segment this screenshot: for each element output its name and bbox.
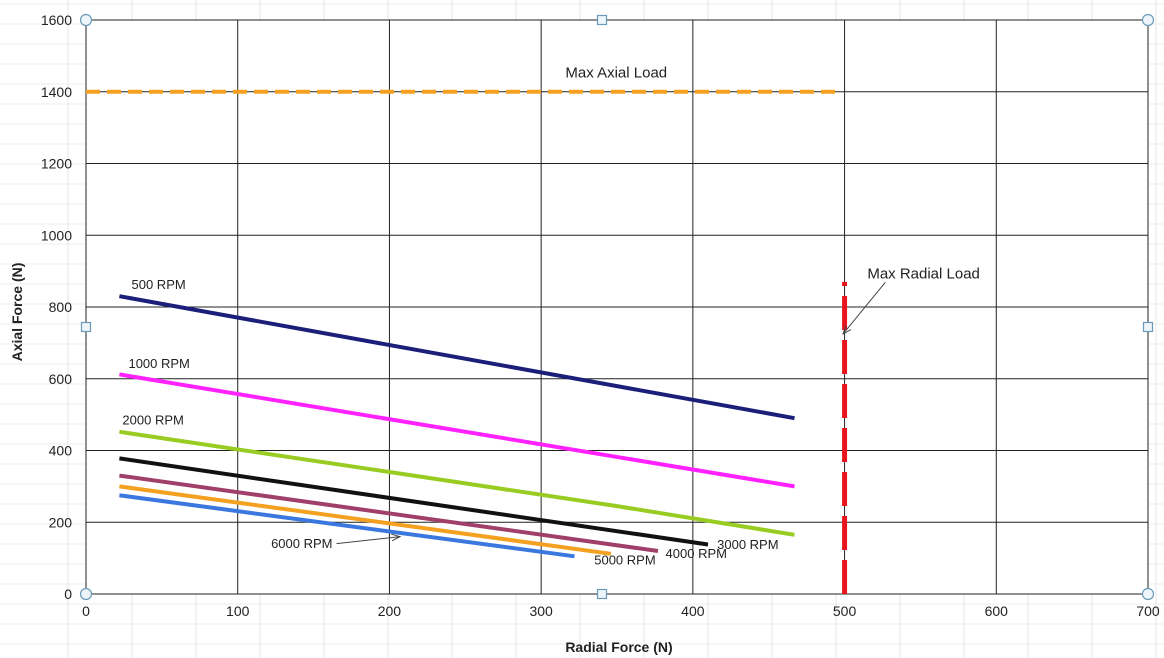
- annotation-4000-rpm: 4000 RPM: [666, 546, 727, 561]
- x-axis-title: Radial Force (N): [565, 639, 672, 655]
- series-1000-rpm: [119, 372, 795, 489]
- y-tick-label: 400: [49, 443, 73, 459]
- annotation-arrow-line: [842, 281, 886, 335]
- annotation-3000-rpm: 3000 RPM: [717, 537, 778, 552]
- y-tick-label: 0: [64, 586, 72, 602]
- series-500-rpm: [119, 294, 795, 421]
- resize-handle-side[interactable]: [1142, 321, 1154, 333]
- resize-handle-corner[interactable]: [79, 587, 93, 601]
- resize-handle-side[interactable]: [596, 588, 608, 600]
- series-2000-rpm: [119, 429, 795, 537]
- y-tick-label: 600: [49, 371, 73, 387]
- x-tick-label: 600: [985, 603, 1009, 619]
- series-5000-rpm: [119, 484, 612, 556]
- x-tick-label: 400: [681, 603, 705, 619]
- series-lines: [119, 294, 795, 559]
- y-tick-label: 1000: [41, 227, 72, 243]
- annotation-2000-rpm: 2000 RPM: [122, 413, 183, 428]
- y-tick-label: 1200: [41, 156, 72, 172]
- series-4000-rpm: [119, 473, 659, 553]
- resize-handle-side[interactable]: [596, 14, 608, 26]
- annotation-arrowhead: [842, 325, 852, 335]
- annotation-6000-rpm: 6000 RPM: [271, 536, 332, 551]
- y-tick-label: 1400: [41, 84, 72, 100]
- series-3000-rpm: [119, 456, 709, 547]
- x-tick-label: 100: [226, 603, 250, 619]
- annotation-arrowhead: [391, 533, 402, 542]
- annotation-arrow-line: [336, 536, 401, 545]
- x-tick-label: 500: [833, 603, 857, 619]
- x-tick-label: 200: [378, 603, 402, 619]
- annotation-max-radial-load: Max Radial Load: [867, 265, 980, 282]
- y-tick-label: 1600: [41, 12, 72, 28]
- y-tick-label: 800: [49, 299, 73, 315]
- tick-labels: 0 100 200 300 400 500 600 700 0 200 400 600 800 1000 1…: [41, 12, 1160, 619]
- series-6000-rpm: [119, 493, 575, 559]
- resize-handle-side[interactable]: [80, 321, 92, 333]
- reference-lines: [86, 89, 848, 594]
- resize-handle-corner[interactable]: [79, 13, 93, 27]
- selection-handles[interactable]: [79, 13, 1155, 601]
- y-tick-label: 200: [49, 514, 73, 530]
- annotation-1000-rpm: 1000 RPM: [128, 356, 189, 371]
- x-tick-label: 0: [82, 603, 90, 619]
- x-tick-label: 700: [1136, 603, 1160, 619]
- annotation-5000-rpm: 5000 RPM: [594, 553, 655, 568]
- x-tick-label: 300: [529, 603, 553, 619]
- resize-handle-corner[interactable]: [1141, 13, 1155, 27]
- annotation-500-rpm: 500 RPM: [132, 277, 186, 292]
- annotation-max-axial-load: Max Axial Load: [565, 64, 667, 81]
- y-axis-title: Axial Force (N): [9, 263, 25, 362]
- resize-handle-corner[interactable]: [1141, 587, 1155, 601]
- chart-gridlines: [85, 19, 1149, 595]
